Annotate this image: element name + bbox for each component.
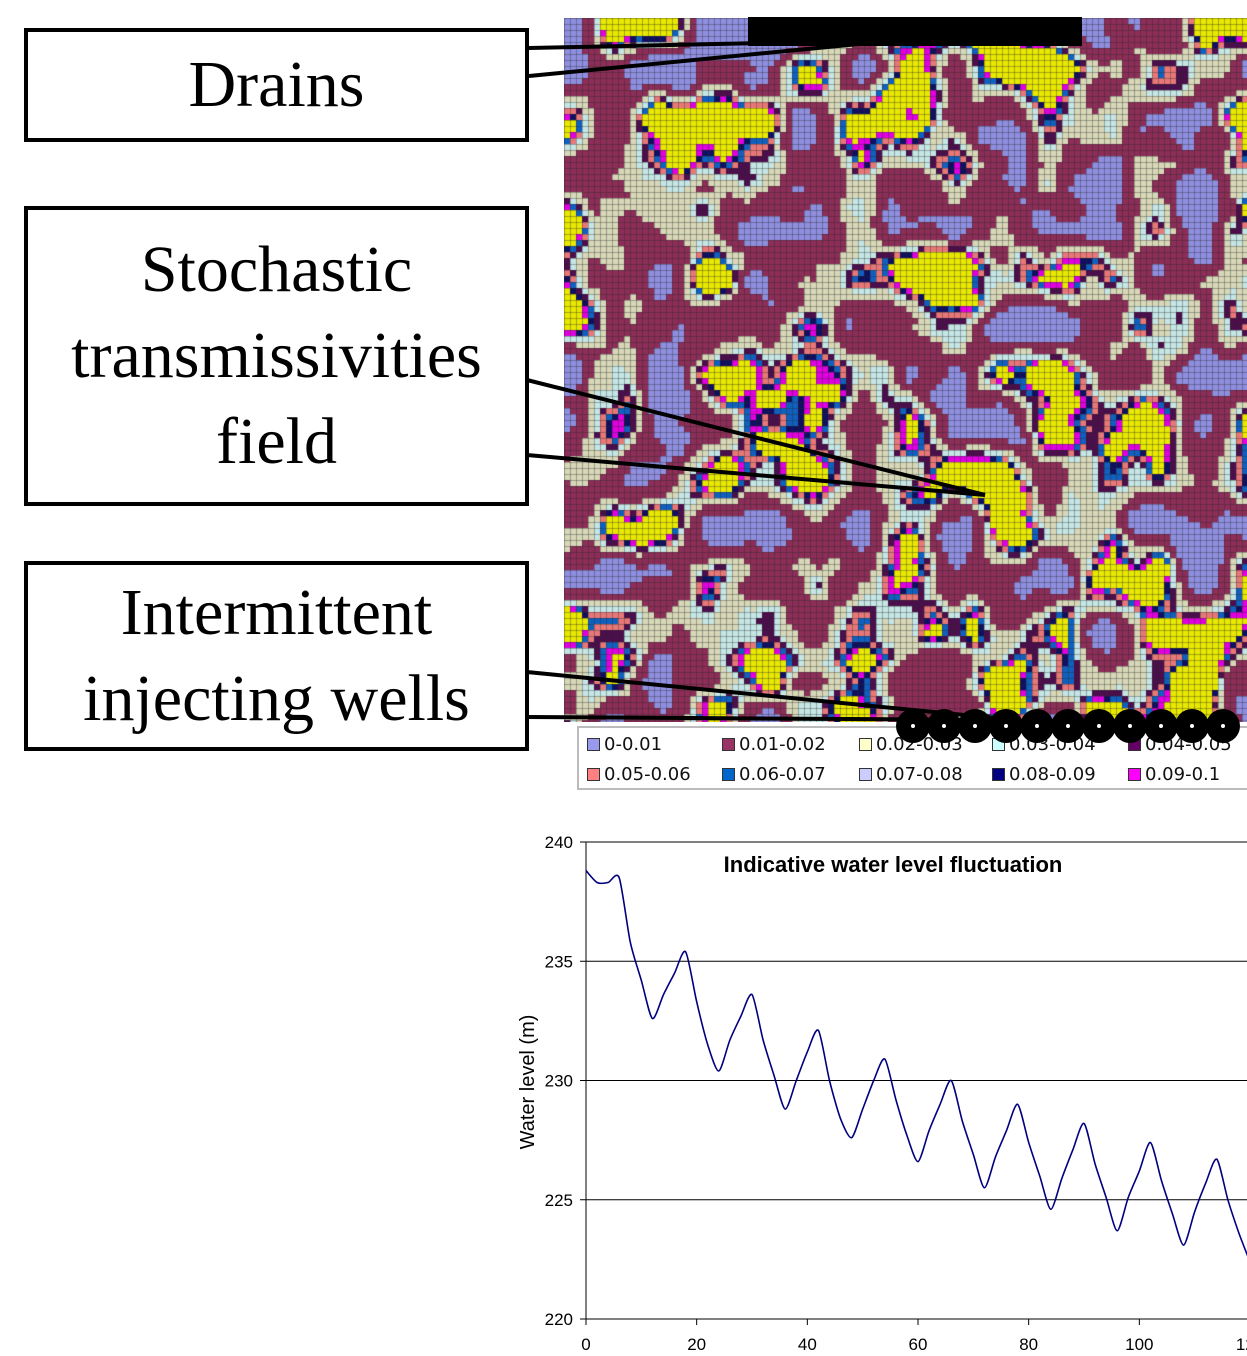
x-tick-label: 0 [581,1335,590,1354]
x-tick-label: 100 [1125,1335,1153,1354]
y-tick-label: 230 [545,1072,573,1091]
legend-item: 0.05-0.06 [587,764,691,785]
legend-swatch [722,738,735,751]
chart-grid [586,841,1247,1320]
drains-callout: Drains [24,28,529,142]
legend-item: 0.07-0.08 [859,764,963,785]
transmissivity-map [564,18,1247,722]
chart-axes [580,841,1247,1325]
legend-item: 0.01-0.02 [722,734,826,755]
legend-label: 0.07-0.08 [876,764,963,785]
legend-label: 0.05-0.06 [604,764,691,785]
transmissivity-field-raster [564,18,1247,722]
x-tick-label: 60 [909,1335,928,1354]
legend-item: 0.09-0.1 [1128,764,1220,785]
legend-swatch [859,768,872,781]
x-tick-label: 120 [1236,1335,1247,1354]
legend-swatch [859,738,872,751]
x-tick-label: 20 [687,1335,706,1354]
wells-callout: Intermittent injecting wells [24,561,529,751]
chart-title: Indicative water level fluctuation [724,852,1063,877]
transmissivity-callout-line-3: field [216,405,337,478]
legend-item: 0.08-0.09 [992,764,1096,785]
y-tick-label: 240 [545,833,573,852]
legend-label: 0.09-0.1 [1145,764,1221,785]
legend-label: 0-0.01 [604,734,663,755]
legend-swatch [587,738,600,751]
legend-swatch [587,768,600,781]
x-tick-label: 80 [1019,1335,1038,1354]
transmissivity-callout-line-2: transmissivities [71,319,482,392]
y-axis-label: Water level (m) [517,1015,539,1150]
wells-callout-line-2: injecting wells [83,662,470,735]
legend-item: 0.06-0.07 [722,764,826,785]
water-level-series-line [585,870,1247,1257]
chart-tick-labels: 220 225 230 235 240 0 20 40 60 80 100 120 [545,833,1247,1354]
wells-callout-line-1: Intermittent [120,576,433,649]
legend-swatch [992,768,1005,781]
y-tick-label: 225 [545,1191,573,1210]
legend-label: 0.08-0.09 [1009,764,1096,785]
legend-label: 0.06-0.07 [739,764,826,785]
x-tick-label: 40 [798,1335,817,1354]
transmissivity-callout: Stochastic transmissivities field [24,206,529,506]
legend-label: 0.01-0.02 [739,734,826,755]
legend-item: 0-0.01 [587,734,662,755]
y-tick-label: 220 [545,1310,573,1329]
transmissivity-callout-line-1: Stochastic [140,233,413,306]
legend-swatch [722,768,735,781]
legend-swatch [1128,768,1141,781]
drains-callout-text: Drains [188,48,365,121]
y-tick-label: 235 [545,952,573,971]
